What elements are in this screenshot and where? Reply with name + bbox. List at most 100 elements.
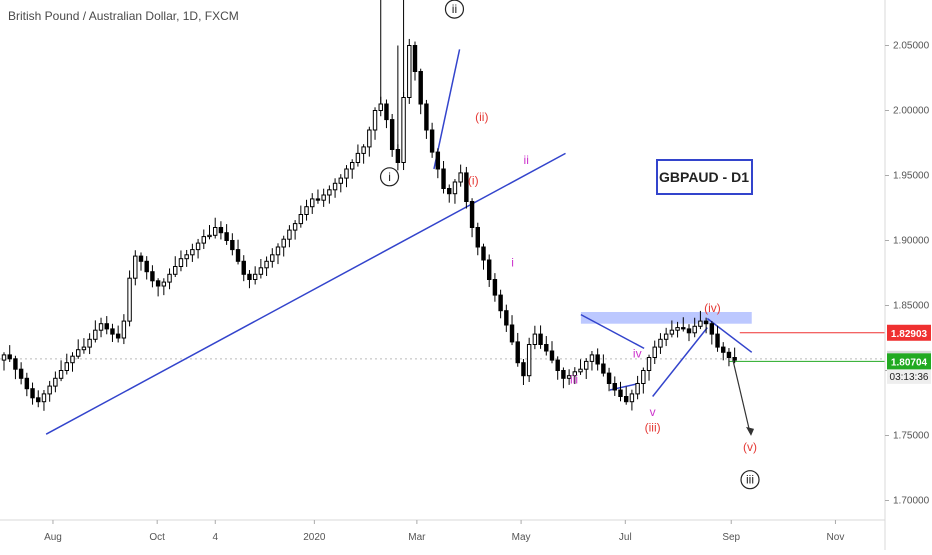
candle [264,256,269,276]
candle [332,178,338,198]
candle-body [235,249,241,262]
candle [230,233,235,256]
candle-body [486,259,492,280]
candle-body [721,346,726,353]
countdown-tag-text: 03:13:36 [890,372,929,383]
candle [178,250,184,272]
x-tick-label: Jul [619,532,632,543]
candle-body [475,227,480,248]
candle-body [13,358,18,370]
candle-body [332,182,338,191]
candle [675,321,680,338]
wave-text: ii [452,2,457,16]
candle [127,270,132,327]
candle [475,222,480,256]
candle-body [572,371,578,377]
candle-body [315,198,321,201]
candle-body [715,333,720,348]
resistance-price-tag-bg [887,324,931,341]
candle-body [526,344,532,377]
x-tick-label: May [512,532,531,543]
candle [367,126,372,157]
countdown-tag: 03:13:36 [887,367,931,384]
resistance-zone [580,312,752,324]
candle-body [281,238,286,248]
candle-body [298,214,304,225]
candle-body [424,103,429,131]
candle [247,270,252,289]
candle-body [578,368,583,373]
candle-body [195,242,201,251]
x-tick-label: Aug [44,532,62,543]
candle [184,249,189,267]
y-tick-label: 1.95000 [893,171,930,182]
candle-body [18,368,24,379]
wave-label: (iii) [645,421,661,435]
candle-body [606,372,612,385]
x-tick-label: 4 [212,532,218,543]
candle-body [190,249,195,256]
candle [447,184,452,203]
candle-body [378,103,383,111]
y-tick-label: 2.05000 [893,41,930,52]
projection-arrow [732,359,751,434]
candle-body [532,333,538,346]
candle-body [652,346,657,359]
wave-label: i [379,167,400,187]
candle [41,390,47,411]
candle-body [58,370,64,379]
candle [572,367,578,385]
candle-body [104,323,109,330]
candle [150,265,155,288]
candle [24,372,30,397]
candle-body [224,232,229,241]
candle-body [601,363,606,374]
candle [646,354,652,381]
candle [601,354,606,377]
candle-body [1,354,7,361]
wave-circle [740,470,760,490]
candle-body [612,383,617,391]
candle-body [646,357,652,371]
candle [481,243,486,270]
candle-body [355,152,361,163]
candle-body [635,383,640,395]
candle [407,38,412,104]
candle [595,348,600,371]
candle-body [658,338,663,348]
candle-body [629,393,635,403]
candle-body [561,370,566,379]
candle [629,389,635,411]
wave-label: (ii) [475,110,488,124]
candle [612,376,617,396]
candle-body [47,385,52,395]
candle [681,317,686,332]
candle-body [464,172,469,202]
candle [721,342,726,361]
candle-body [98,323,104,331]
candle-body [492,279,498,296]
candle [486,254,492,287]
candle-body [161,281,167,287]
candle-body [367,129,372,148]
triangle-upper [580,313,645,350]
symbol-label: GBPAUD - D1 [659,169,749,185]
y-tick-label: 2.00000 [893,106,930,117]
candle [104,316,109,335]
candle [36,390,41,408]
candle [47,380,52,402]
candle-body [703,320,709,325]
candle [418,68,423,115]
candle [555,356,560,380]
candle [218,221,224,240]
candle [589,351,595,371]
candle-body [686,328,692,334]
candle [652,340,657,365]
candle [618,381,623,402]
resistance-price-tag: 1.82903 [887,324,931,341]
symbol-label-box: GBPAUD - D1 [656,159,753,195]
candle-body [201,236,207,244]
candle [663,327,669,347]
